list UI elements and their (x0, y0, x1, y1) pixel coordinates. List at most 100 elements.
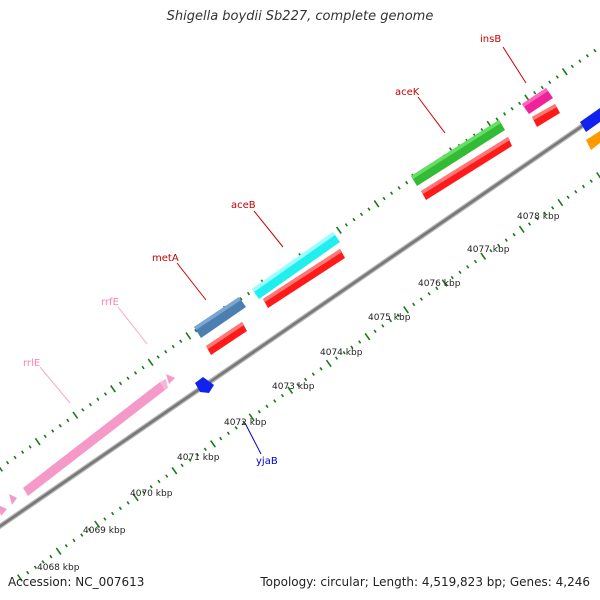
feature-orange-edge[interactable] (586, 131, 600, 150)
inner-tick-5 (55, 547, 62, 555)
map-title: Shigella boydii Sb227, complete genome (166, 9, 434, 24)
outer-tick-50 (373, 200, 380, 208)
scale-label-4069: 4069 kbp (83, 526, 126, 536)
outer-tick-0 (0, 466, 3, 472)
inner-tick-51 (412, 302, 416, 307)
outer-tick-19 (141, 365, 145, 370)
outer-tick-9 (66, 418, 70, 423)
feature-pink-small-2[interactable] (0, 505, 7, 516)
leader-insB (502, 46, 527, 84)
inner-tick-15 (132, 493, 139, 502)
inner-tick-24 (203, 447, 207, 452)
scale-label-4077: 4077 kbp (467, 245, 510, 255)
cds-aceB[interactable] (263, 249, 345, 308)
outer-tick-74 (555, 75, 559, 79)
inner-tick-63 (504, 238, 508, 242)
inner-tick-6 (64, 544, 68, 548)
label-insB[interactable]: insB (480, 34, 501, 45)
scale-label-4071: 4071 kbp (177, 453, 220, 463)
inner-tick-29 (242, 420, 246, 425)
outer-tick-69 (518, 101, 522, 106)
inner-tick-61 (489, 249, 493, 253)
inner-tick-43 (350, 345, 354, 350)
inner-tick-31 (257, 409, 261, 414)
feature-aceK[interactable] (411, 120, 505, 186)
inner-tick-44 (358, 340, 362, 344)
inner-tick-2 (33, 565, 38, 570)
inner-tick-26 (219, 436, 223, 441)
outer-tick-4 (28, 445, 32, 449)
outer-tick-6 (43, 434, 47, 439)
inner-scale-track (17, 171, 600, 582)
cds-metA[interactable] (206, 322, 247, 355)
label-rrlE[interactable]: rrlE (23, 358, 40, 369)
outer-tick-67 (503, 112, 507, 116)
outer-tick-21 (156, 355, 160, 359)
outer-tick-72 (540, 85, 544, 90)
leader-rrlE (39, 366, 71, 404)
outer-tick-77 (578, 59, 582, 63)
inner-tick-57 (458, 270, 462, 275)
label-aceB[interactable]: aceB (231, 200, 256, 211)
outer-tick-22 (164, 349, 168, 354)
scale-label-4078: 4078 kbp (517, 212, 560, 222)
scale-labels: 4068 kbp 4069 kbp 4070 kbp 4071 kbp 4072… (37, 212, 560, 573)
outer-tick-26 (194, 328, 198, 333)
inner-tick-72 (574, 190, 578, 194)
cds-insB[interactable] (532, 104, 560, 127)
feature-metA[interactable] (194, 297, 246, 338)
inner-tick-25 (210, 440, 216, 448)
label-rrfE[interactable]: rrfE (101, 297, 119, 308)
inner-tick-12 (111, 511, 115, 516)
outer-tick-75 (561, 67, 568, 76)
inner-tick-14 (126, 501, 130, 505)
inner-tick-30 (248, 413, 255, 421)
feature-rrfE[interactable] (166, 374, 175, 384)
inner-tick-54 (435, 286, 439, 291)
outer-tick-54 (405, 180, 409, 185)
outer-tick-48 (359, 212, 364, 217)
feature-rrlE[interactable] (23, 379, 168, 496)
label-aceK[interactable]: aceK (395, 87, 420, 98)
outer-tick-2 (13, 455, 17, 460)
label-yjaB[interactable]: yjaB (256, 456, 278, 467)
inner-tick-66 (527, 222, 532, 226)
outer-tick-16 (118, 381, 123, 386)
inner-tick-8 (80, 533, 84, 537)
outer-tick-8 (58, 423, 62, 428)
outer-tick-25 (185, 332, 192, 340)
label-metA[interactable]: metA (152, 253, 179, 264)
inner-tick-47 (381, 324, 385, 328)
inner-tick-27 (226, 431, 230, 435)
inner-tick-60 (480, 252, 487, 260)
inner-tick-1 (26, 570, 30, 575)
outer-tick-23 (171, 344, 175, 349)
feature-yjaB[interactable] (195, 377, 214, 393)
inner-tick-20 (171, 466, 178, 475)
inner-tick-65 (518, 225, 525, 234)
feature-insB[interactable] (522, 88, 553, 114)
inner-tick-49 (396, 313, 400, 317)
topology-text: Topology: circular; Length: 4,519,823 bp… (260, 575, 590, 589)
inner-tick-23 (195, 452, 200, 457)
feature-pink-small-1[interactable] (9, 494, 17, 505)
inner-tick-34 (280, 393, 285, 398)
outer-tick-78 (585, 54, 589, 58)
leader-aceB (253, 210, 284, 248)
inner-tick-33 (273, 399, 277, 403)
inner-tick-37 (304, 377, 308, 382)
feature-aceB[interactable] (252, 232, 340, 299)
outer-tick-49 (367, 207, 371, 211)
inner-tick-16 (141, 490, 146, 494)
inner-tick-41 (334, 356, 339, 360)
outer-tick-79 (593, 48, 597, 53)
inner-tick-0 (17, 574, 23, 582)
cds-aceK[interactable] (421, 137, 512, 200)
inner-tick-35 (287, 386, 294, 395)
feature-blue-edge[interactable] (580, 108, 600, 132)
inner-tick-74 (589, 179, 593, 183)
outer-tick-71 (533, 91, 537, 95)
inner-tick-46 (373, 329, 377, 334)
outer-tick-14 (103, 392, 108, 396)
